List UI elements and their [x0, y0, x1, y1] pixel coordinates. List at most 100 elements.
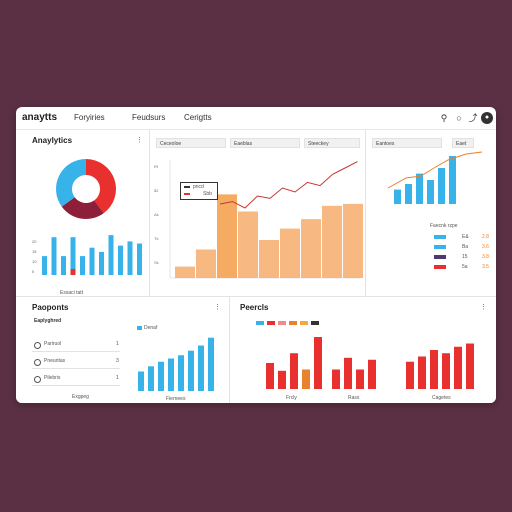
- mini-bar: [127, 241, 133, 275]
- reports-menu-icon[interactable]: ⋮: [480, 304, 487, 311]
- right-bar-line-chart: [387, 151, 483, 204]
- product-radio[interactable]: [34, 342, 41, 349]
- divider: [149, 130, 150, 296]
- analytics-title: Anaylytics: [32, 136, 73, 145]
- right-header-1[interactable]: Eantoes: [372, 138, 442, 148]
- divider: [16, 296, 496, 297]
- report-bar: [266, 363, 274, 389]
- center-header-2[interactable]: Eaeblas: [230, 138, 300, 148]
- nav-item-2[interactable]: Feudsurs: [132, 113, 166, 122]
- center-bar: [175, 266, 195, 278]
- product-radio[interactable]: [34, 359, 41, 366]
- top-bar: anaytts Foryiries Feudsurs Cerigtts ⚲ ○ …: [16, 107, 496, 130]
- legend-row-label: 5a: [462, 264, 468, 270]
- mini-bar: [89, 247, 95, 275]
- report-bar: [442, 353, 450, 389]
- center-header-1[interactable]: Ceceoloe: [156, 138, 226, 148]
- product-label[interactable]: Pilebris: [44, 375, 61, 381]
- products-bar: [208, 337, 214, 391]
- mini-bar: [80, 256, 85, 275]
- mini-axis-label: 20: [32, 239, 37, 244]
- report-bar: [278, 370, 286, 389]
- report-bar: [332, 369, 340, 389]
- products-bar: [198, 345, 204, 391]
- reports-panel: Peercls ⋮ Frcly Rass Cagetes: [230, 297, 496, 403]
- nav-item-3[interactable]: Cerigtts: [184, 113, 212, 122]
- center-y-label: Sk: [154, 260, 159, 265]
- reports-caption-3: Cagetes: [432, 395, 451, 401]
- divider: [365, 130, 366, 296]
- right-bar: [449, 156, 456, 204]
- right-top-panel: Eantoes Eaet: [366, 130, 496, 230]
- center-chart-panel: Ceceoloe Eaeblas Steeckey Rf $2 Ak Tk Sk pnc…: [150, 130, 364, 296]
- report-bar: [290, 353, 298, 389]
- product-count: 1: [116, 341, 119, 347]
- report-swatch: [289, 321, 297, 325]
- product-label[interactable]: Pariruol: [44, 341, 62, 347]
- legend-label-1: pncd: [193, 184, 204, 190]
- chart-legend-box: pncd Sbb: [180, 182, 218, 200]
- center-header-3[interactable]: Steeckey: [304, 138, 360, 148]
- analytics-caption: Essaci tatt: [60, 290, 84, 296]
- legend-label-2: Sbb: [203, 191, 212, 197]
- mini-bar-red: [70, 269, 76, 275]
- brand-logo: anaytts: [22, 112, 58, 123]
- user-avatar-icon[interactable]: ●: [481, 112, 493, 124]
- legend-row-label: Ba: [462, 244, 469, 250]
- right-header-2[interactable]: Eaet: [452, 138, 474, 148]
- right-line-series: [387, 151, 483, 189]
- product-row-divider: [32, 368, 120, 369]
- product-count: 3: [116, 358, 119, 364]
- report-bar: [368, 359, 376, 389]
- products-bar: [188, 350, 194, 391]
- dashboard-window: anaytts Foryiries Feudsurs Cerigtts ⚲ ○ …: [16, 107, 496, 403]
- mini-bar: [61, 256, 66, 275]
- report-swatch: [278, 321, 286, 325]
- report-swatch: [311, 321, 319, 325]
- legend-row-swatch: [434, 255, 446, 259]
- right-bar: [427, 180, 434, 204]
- products-footer: Exgpeg: [72, 394, 89, 400]
- center-combo-chart: Rf $2 Ak Tk Sk: [154, 160, 363, 279]
- product-radio[interactable]: [34, 376, 41, 383]
- product-row-divider: [32, 385, 120, 386]
- products-menu-icon[interactable]: ⋮: [214, 304, 221, 311]
- right-bar: [416, 173, 423, 204]
- legend-row-value: 3.5: [482, 264, 489, 270]
- report-bar: [466, 343, 474, 389]
- products-panel: Paoponts ⋮ Eaplyghred Pariruol 1 Pneuritas…: [16, 297, 226, 403]
- report-swatch: [256, 321, 264, 325]
- mini-bar: [70, 237, 76, 275]
- legend-row-value: 2.8: [482, 234, 489, 240]
- products-bar-chart: [138, 337, 214, 391]
- link-icon[interactable]: ⤴: [468, 113, 478, 123]
- products-subtitle: Eaplyghred: [34, 318, 62, 324]
- center-y-label: Tk: [154, 236, 158, 241]
- center-line-series: [219, 161, 358, 209]
- center-bar: [280, 228, 300, 278]
- report-bar: [454, 346, 462, 389]
- products-chart-legend: Denaf: [144, 325, 158, 331]
- donut-chart: [56, 159, 116, 219]
- legend-row-value: 3.6: [482, 244, 489, 250]
- notification-icon[interactable]: ○: [456, 113, 462, 123]
- products-bar: [138, 371, 144, 391]
- product-row-divider: [32, 351, 120, 352]
- report-bar: [302, 369, 310, 389]
- report-swatch: [267, 321, 275, 325]
- product-label[interactable]: Pneuritas: [44, 358, 66, 364]
- analytics-panel: Anaylytics ⋮ 20 15 10 5 Essaci tatt: [16, 130, 148, 296]
- analytics-menu-icon[interactable]: ⋮: [136, 137, 143, 144]
- center-bar: [259, 240, 279, 278]
- center-bar: [301, 219, 321, 278]
- divider: [229, 297, 230, 403]
- legend-row-label: E&: [462, 234, 469, 240]
- mini-bar: [99, 251, 104, 275]
- products-bar: [168, 358, 174, 391]
- nav-item-1[interactable]: Foryiries: [74, 113, 105, 122]
- report-swatch: [300, 321, 308, 325]
- search-icon[interactable]: ⚲: [440, 113, 448, 123]
- right-bar: [405, 184, 412, 204]
- report-bar: [406, 361, 414, 389]
- mini-bar: [42, 256, 47, 275]
